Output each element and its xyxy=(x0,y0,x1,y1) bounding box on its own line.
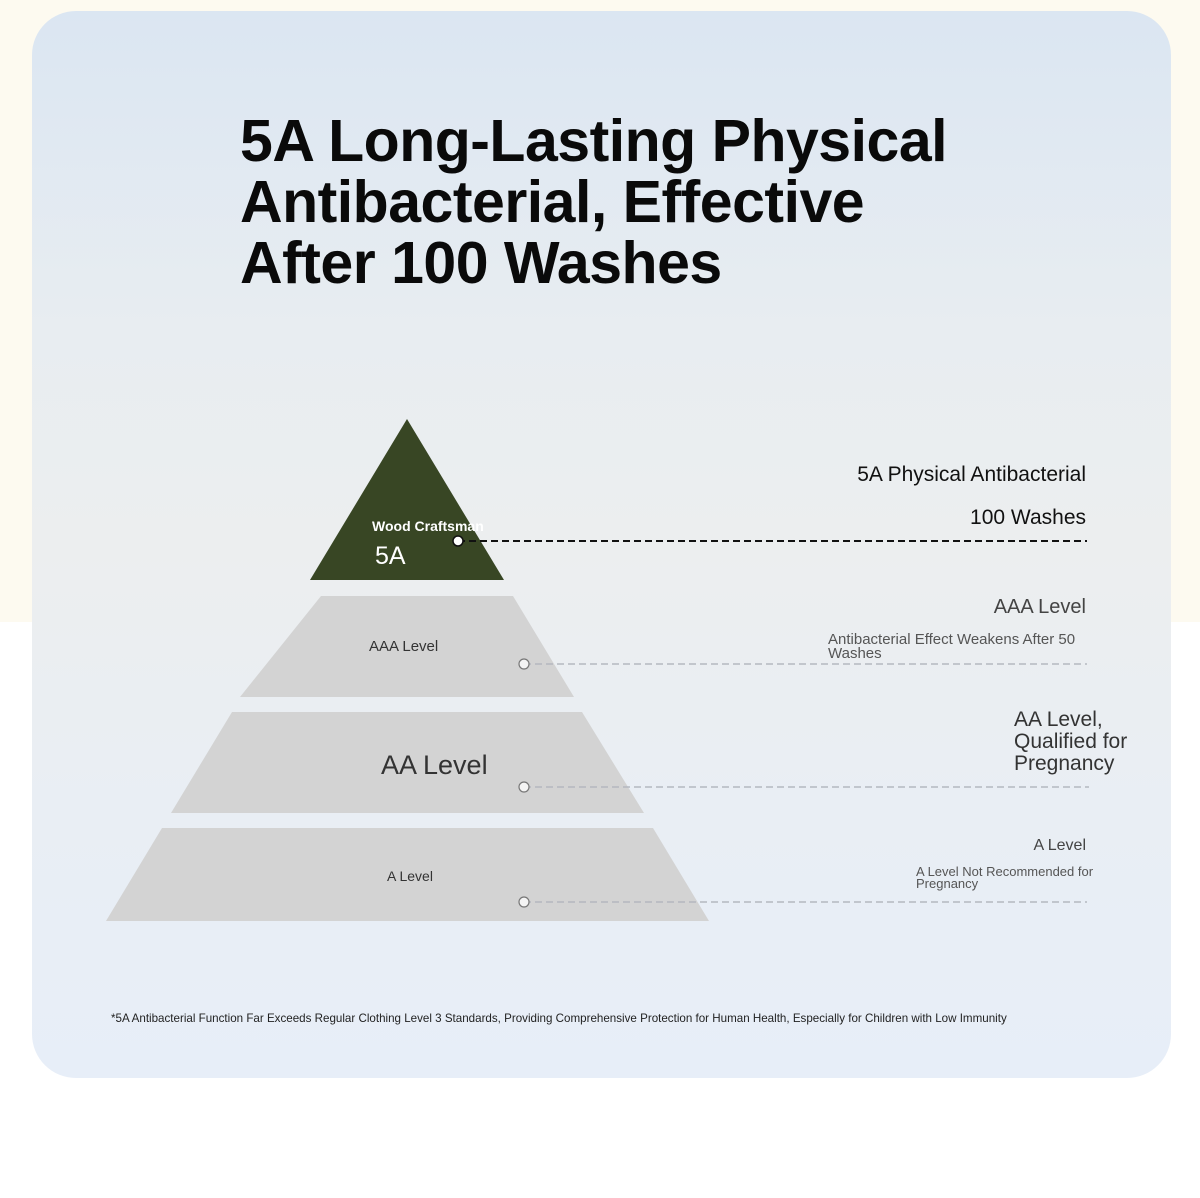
footnote: *5A Antibacterial Function Far Exceeds R… xyxy=(111,1012,1007,1025)
callout-a-title: A Level xyxy=(1033,837,1086,854)
leader-dot-a xyxy=(518,896,530,908)
grade-5a-label: 5A xyxy=(375,542,406,570)
leader-dot-aaa xyxy=(518,658,530,670)
callout-aaa-title: AAA Level xyxy=(993,596,1086,618)
callout-a-detail: A Level Not Recommended for Pregnancy xyxy=(916,864,1094,891)
tier-a-label: A Level xyxy=(387,868,433,884)
brand-label: Wood Craftsman xyxy=(372,518,484,534)
callout-aa-title: AA Level, Qualified for Pregnancy xyxy=(1014,708,1128,775)
leader-dot-5a xyxy=(452,535,464,547)
callout-5a-detail: 100 Washes xyxy=(970,506,1086,529)
tier-aaa-shape xyxy=(240,596,574,697)
tier-5a-shape xyxy=(310,419,504,580)
tier-aaa-label: AAA Level xyxy=(369,638,439,655)
leader-dot-aa xyxy=(518,781,530,793)
callout-aaa-detail: Antibacterial Effect Weakens After 50 Wa… xyxy=(828,631,1076,662)
page-title: 5A Long-Lasting Physical Antibacterial, … xyxy=(240,108,948,296)
tier-aa-label: AA Level xyxy=(381,750,488,780)
info-card: 5A Long-Lasting Physical Antibacterial, … xyxy=(32,11,1171,1078)
callout-5a-title: 5A Physical Antibacterial xyxy=(857,463,1086,486)
tier-a-shape xyxy=(106,828,709,921)
pyramid-diagram xyxy=(106,419,1089,921)
